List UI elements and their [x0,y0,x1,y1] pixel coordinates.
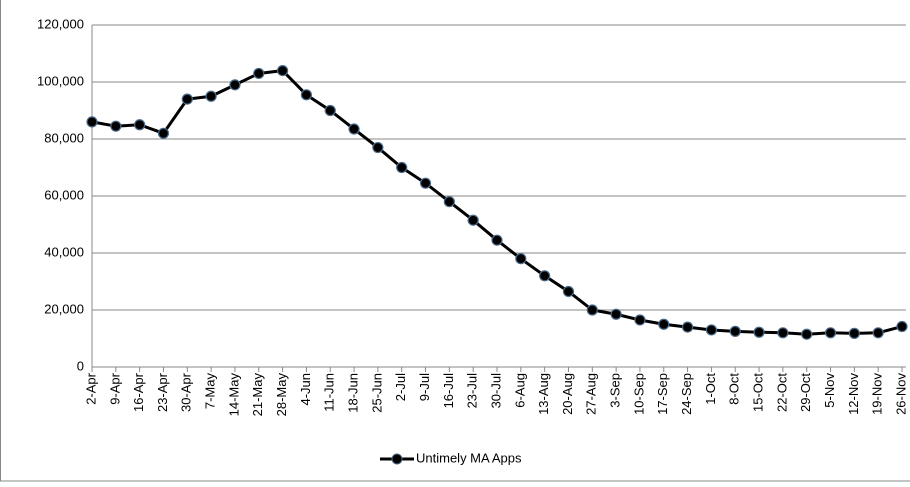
data-point [683,322,693,332]
y-tick-label: 120,000 [37,16,84,31]
data-point [826,328,836,338]
x-tick-label: 8-Oct [727,373,742,405]
legend-label: Untimely MA Apps [416,450,522,465]
data-point [802,329,812,339]
x-tick-label: 14-May [226,373,241,417]
x-tick-label: 16-Jul [441,373,456,409]
x-tick-label: 2-Apr [83,372,98,404]
x-tick-label: 25-Jun [369,373,384,413]
x-tick-label: 21-May [250,373,265,417]
x-tick-label: 13-Aug [536,373,551,415]
x-tick-label: 24-Sep [679,373,694,415]
x-tick-label: 12-Nov [846,373,861,415]
data-point [444,197,454,207]
data-point [206,91,216,101]
data-point [492,235,502,245]
data-point [373,143,383,153]
x-tick-label: 10-Sep [631,373,646,415]
data-point [897,322,907,332]
data-point [468,215,478,225]
data-point [587,305,597,315]
x-tick-label: 30-Apr [179,372,194,412]
x-tick-label: 22-Oct [774,373,789,412]
data-point [730,326,740,336]
data-point [635,315,645,325]
data-point [111,121,121,131]
x-tick-label: 11-Jun [322,373,337,412]
data-point [135,120,145,130]
data-point [778,328,788,338]
data-point [754,327,764,337]
data-point [421,178,431,188]
x-tick-label: 18-Jun [345,373,360,413]
y-tick-label: 20,000 [44,301,84,316]
data-point [516,254,526,264]
data-point [540,271,550,281]
data-point [849,328,859,338]
data-point [325,106,335,116]
y-tick-label: 0 [77,358,84,373]
data-point [158,128,168,138]
x-tick-label: 9-Jul [417,373,432,401]
x-tick-label: 30-Jul [488,373,503,409]
x-tick-label: 17-Sep [655,373,670,415]
x-tick-label: 23-Jul [465,373,480,409]
data-point [706,325,716,335]
x-tick-label: 2-Jul [393,373,408,401]
y-tick-label: 100,000 [37,73,84,88]
data-point [349,124,359,134]
x-tick-label: 23-Apr [155,372,170,412]
y-tick-label: 60,000 [44,187,84,202]
x-tick-label: 20-Aug [560,373,575,415]
y-tick-label: 40,000 [44,244,84,259]
x-tick-label: 6-Aug [512,373,527,408]
data-point [230,80,240,90]
x-tick-label: 1-Oct [703,373,718,405]
x-tick-label: 27-Aug [584,373,599,415]
x-tick-label: 7-May [203,373,218,410]
x-tick-label: 28-May [274,373,289,417]
x-tick-label: 29-Oct [798,373,813,412]
data-point [182,94,192,104]
x-tick-label: 5-Nov [822,373,837,408]
data-point [611,309,621,319]
x-tick-label: 19-Nov [870,373,885,415]
x-tick-label: 16-Apr [131,372,146,412]
data-point [659,319,669,329]
x-tick-label: 26-Nov [893,373,908,415]
data-point [563,286,573,296]
legend-marker [392,454,402,464]
data-point [278,66,288,76]
x-tick-label: 9-Apr [107,372,122,404]
y-tick-label: 80,000 [44,130,84,145]
x-tick-label: 15-Oct [750,373,765,412]
x-tick-label: 3-Sep [608,373,623,408]
data-point [397,163,407,173]
data-point [301,90,311,100]
data-point [87,117,97,127]
data-point [254,68,264,78]
data-point [873,328,883,338]
x-tick-label: 4-Jun [298,373,313,406]
